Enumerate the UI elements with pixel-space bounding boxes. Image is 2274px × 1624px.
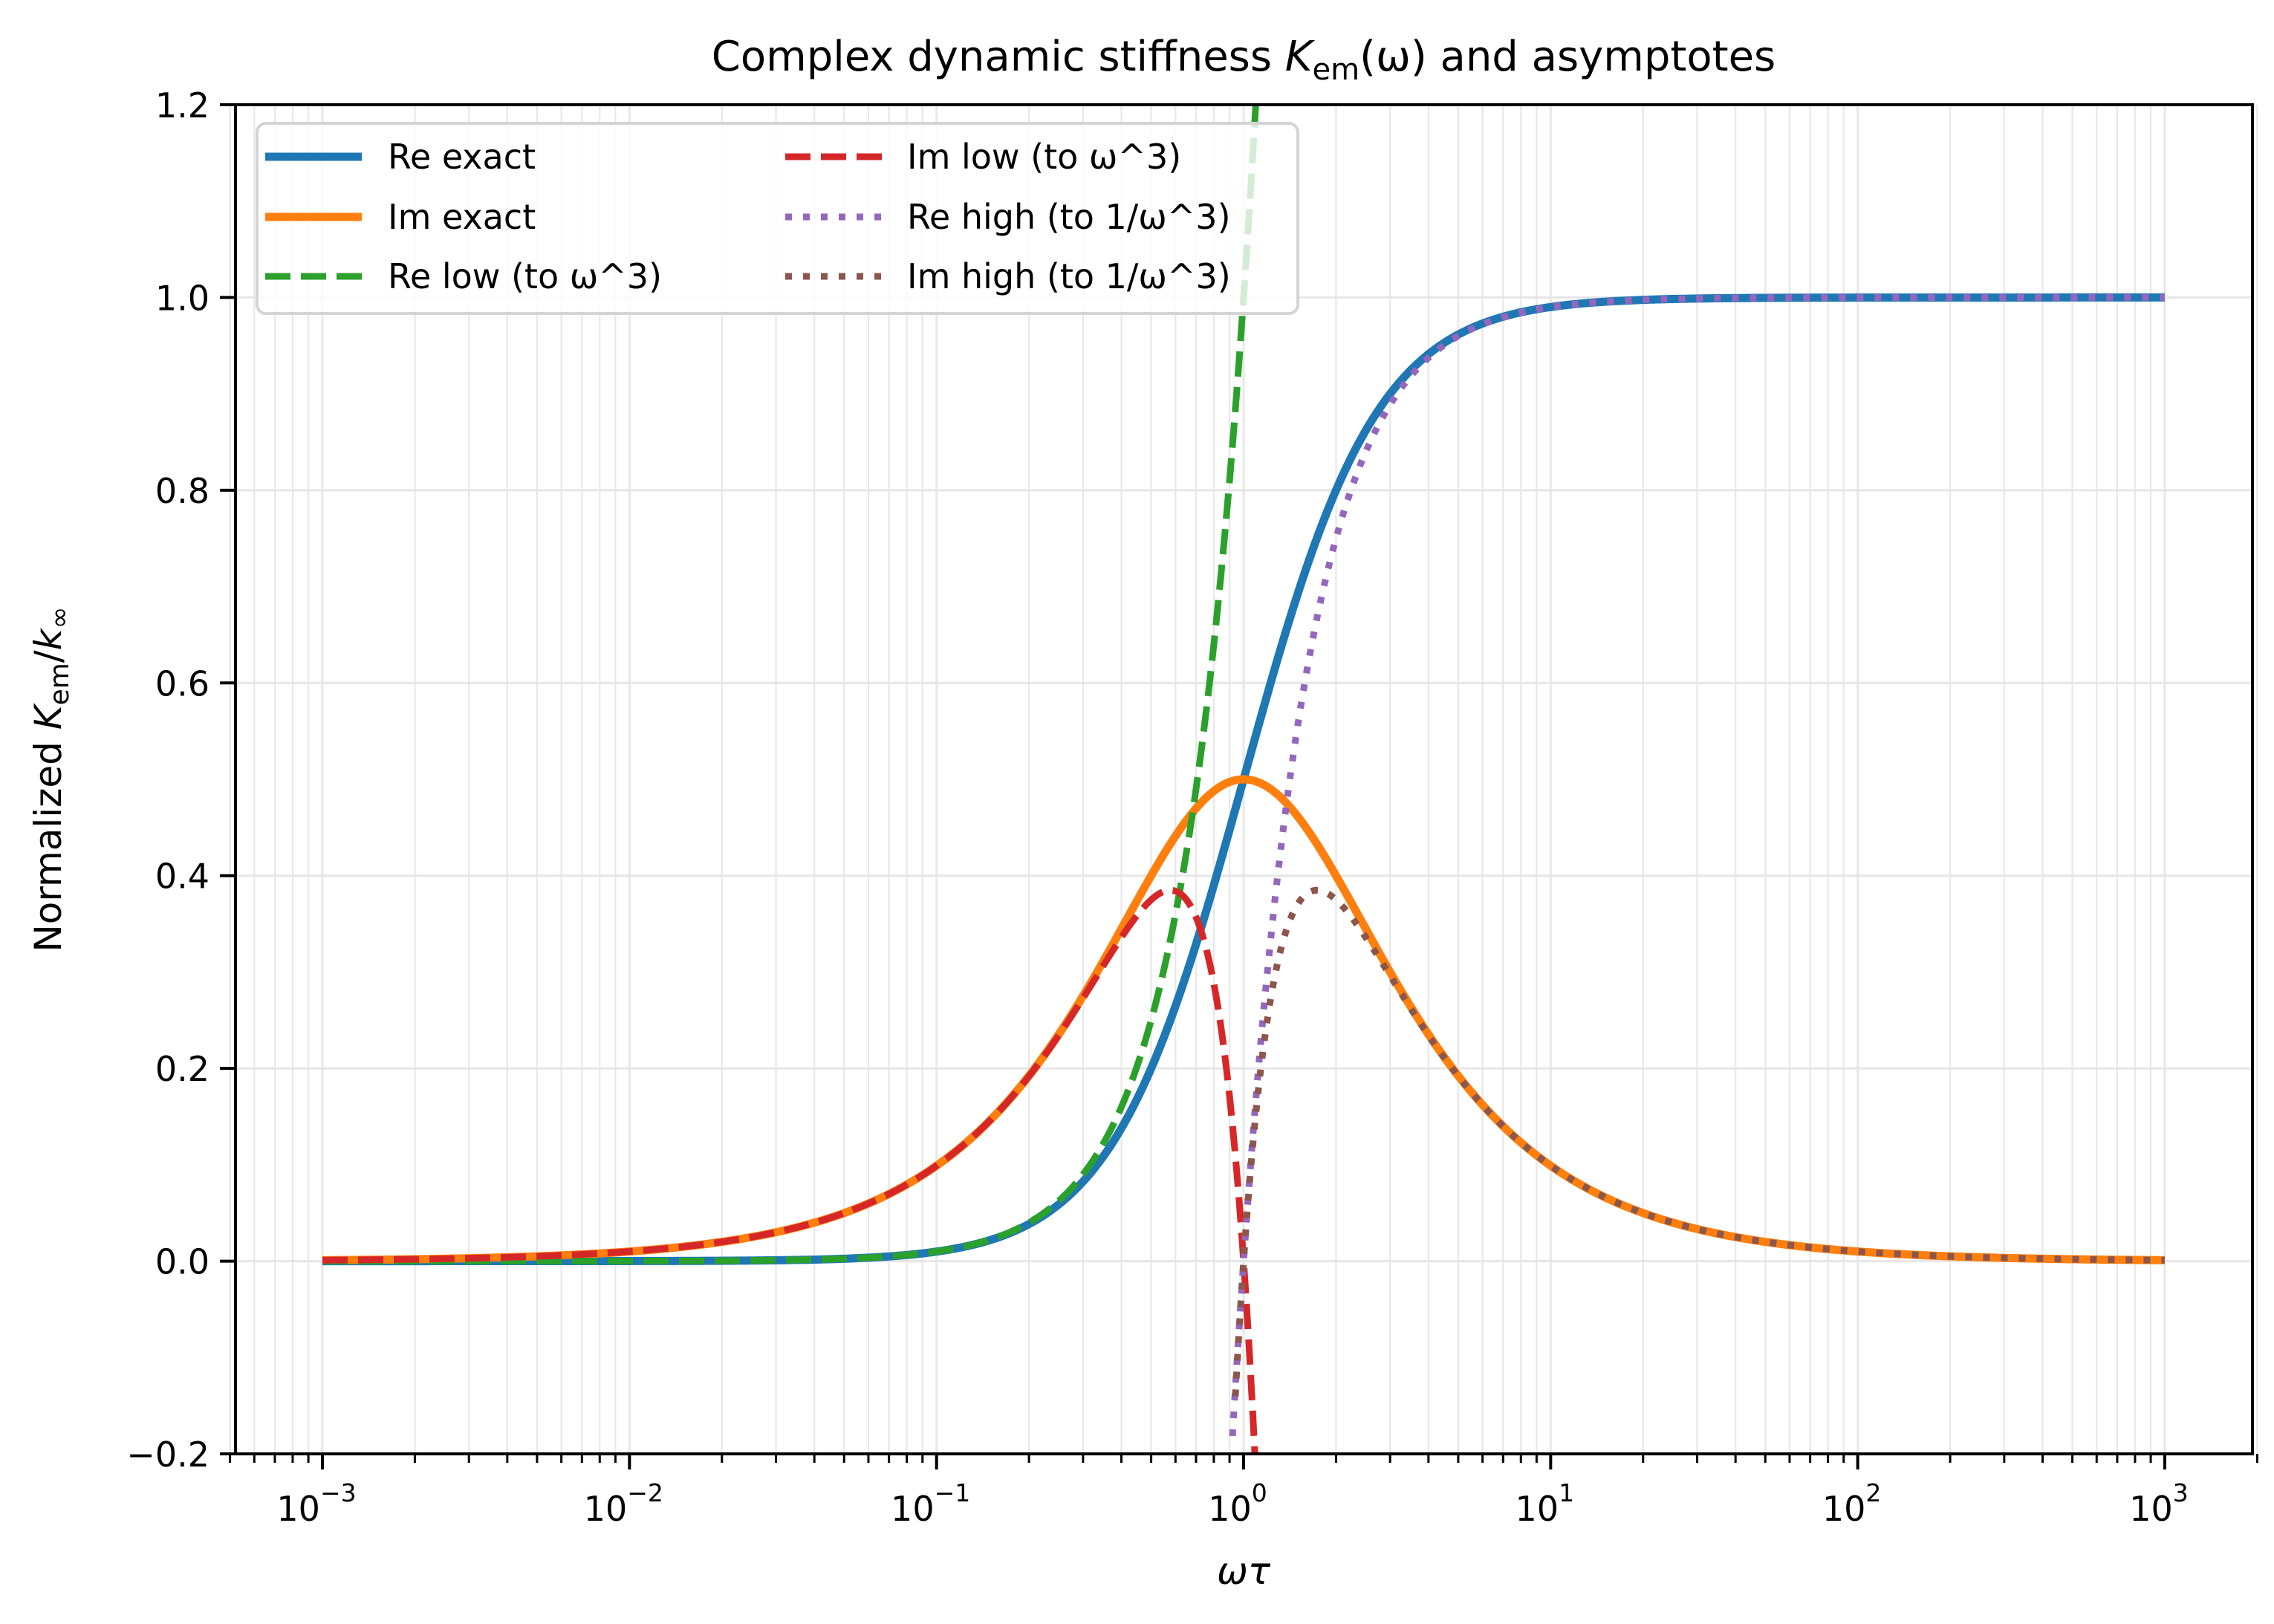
y-tick-label: 0.6 — [155, 663, 209, 704]
y-tick-label: 0.0 — [155, 1242, 209, 1282]
plot-frame — [234, 103, 2254, 1455]
legend-item: Re low (to ω^3) — [265, 256, 662, 296]
labels: Complex dynamic stiffness Kem(ω) and asy… — [27, 33, 1776, 1593]
legend-frame — [256, 122, 1299, 315]
series-line — [1229, 293, 2168, 1437]
legend: Re exact Im exact Re low (to ω^3) Im low (t… — [256, 122, 1299, 315]
y-tick-label: 1.2 — [155, 85, 209, 126]
x-tick-label: 10−2 — [584, 1478, 663, 1529]
legend-item: Im high (to 1/ω^3) — [785, 256, 1231, 296]
legend-item: Im exact — [265, 197, 536, 237]
legend-item: Re exact — [265, 137, 536, 177]
legend-item: Im low (to ω^3) — [785, 137, 1181, 177]
x-tick-label: 103 — [2129, 1478, 2189, 1529]
y-tick-label: 1.0 — [155, 278, 209, 318]
y-tick-label: 0.2 — [155, 1049, 209, 1089]
y-tick-label: 0.4 — [155, 857, 209, 897]
y-tick-label: −0.2 — [126, 1435, 209, 1475]
legend-label: Re high (to 1/ω^3) — [907, 197, 1231, 237]
x-axis-label: ωτ — [1217, 1550, 1271, 1593]
y-tick-label: 0.8 — [155, 471, 209, 511]
series-line — [1232, 886, 2168, 1397]
legend-label: Re low (to ω^3) — [388, 256, 662, 296]
x-tick-label: 10−3 — [276, 1478, 356, 1529]
x-tick-label: 101 — [1516, 1478, 1575, 1529]
grid — [229, 103, 2258, 1455]
x-tick-label: 102 — [1822, 1478, 1882, 1529]
x-tick-label: 100 — [1208, 1478, 1267, 1529]
legend-label: Re exact — [388, 137, 536, 177]
legend-label: Im exact — [388, 197, 536, 237]
axes: −0.2 0.0 0.2 0.4 0.6 0.8 1.0 1.2 10−3 10−2 10−1 100… — [126, 85, 2258, 1529]
y-axis-label: Normalized Kem/k∞ — [27, 606, 75, 952]
legend-label: Im low (to ω^3) — [907, 137, 1181, 177]
legend-item: Re high (to 1/ω^3) — [785, 197, 1231, 237]
x-tick-label: 10−1 — [891, 1478, 970, 1529]
plot-lines — [319, 105, 2168, 1454]
chart-title: Complex dynamic stiffness Kem(ω) and asy… — [712, 33, 1776, 87]
legend-label: Im high (to 1/ω^3) — [907, 256, 1231, 296]
series-line — [319, 886, 1258, 1454]
